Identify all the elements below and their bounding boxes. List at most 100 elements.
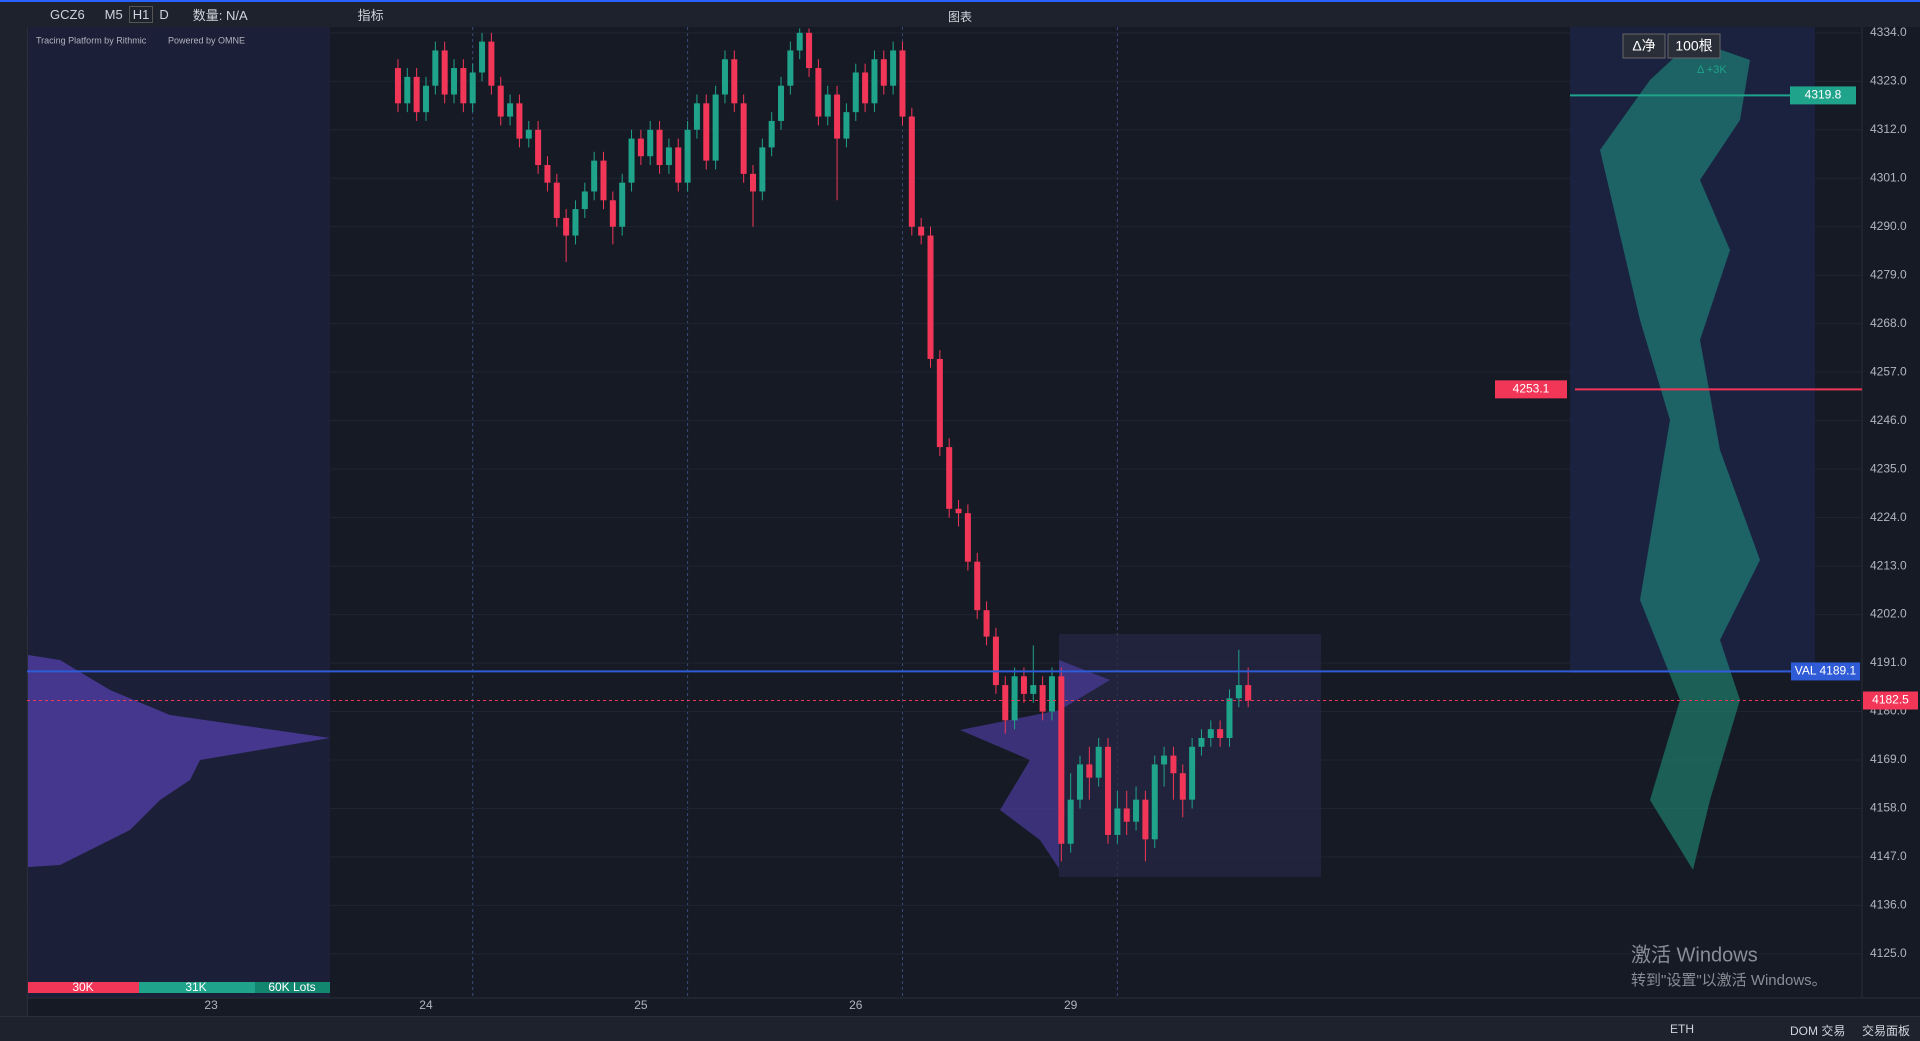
y-tick-label: 4323.0 bbox=[1870, 73, 1907, 87]
candle-body bbox=[796, 32, 803, 51]
session[interactable]: ETH bbox=[1670, 1022, 1694, 1036]
candle-body bbox=[731, 59, 738, 104]
candle-body bbox=[1048, 676, 1055, 712]
candle-body bbox=[637, 138, 644, 157]
candle-body bbox=[469, 72, 476, 104]
candle-body bbox=[740, 103, 747, 174]
candle-body bbox=[656, 129, 663, 166]
candle-body bbox=[479, 41, 486, 73]
candle-body bbox=[843, 112, 850, 139]
candle-body bbox=[404, 76, 411, 104]
candle-body bbox=[572, 209, 579, 236]
candle-body bbox=[1142, 799, 1149, 840]
delta-total: Δ +3K bbox=[1697, 64, 1727, 76]
candle-body bbox=[441, 50, 448, 95]
candle-body bbox=[871, 59, 878, 104]
y-tick-label: 4257.0 bbox=[1870, 364, 1907, 378]
y-tick-label: 4202.0 bbox=[1870, 607, 1907, 621]
candle-body bbox=[675, 147, 682, 183]
x-tick-label: 24 bbox=[419, 998, 433, 1012]
candle-body bbox=[1076, 764, 1083, 800]
delta-mode-button[interactable] bbox=[1622, 33, 1666, 59]
candle-body bbox=[516, 103, 523, 139]
y-tick-label: 4125.0 bbox=[1870, 946, 1907, 960]
interval[interactable]: H1 bbox=[128, 6, 154, 23]
y-tick-label: 4224.0 bbox=[1870, 510, 1907, 524]
interval[interactable]: D bbox=[159, 7, 169, 22]
candle-body bbox=[600, 160, 607, 201]
candle-body bbox=[1198, 737, 1205, 747]
x-tick-label: 23 bbox=[204, 998, 218, 1012]
candle-body bbox=[1226, 698, 1233, 738]
candle-body bbox=[1105, 746, 1112, 835]
candle-body bbox=[553, 182, 560, 218]
y-tick-label: 4213.0 bbox=[1870, 558, 1907, 572]
candle-body bbox=[563, 217, 570, 236]
candle-body bbox=[1039, 685, 1046, 712]
candle-body bbox=[815, 68, 822, 117]
candle-body bbox=[665, 147, 672, 166]
indicators[interactable]: 指标 bbox=[357, 8, 384, 23]
candle-body bbox=[591, 160, 598, 192]
candle-body bbox=[983, 610, 990, 637]
panel-button[interactable]: 交易面板 bbox=[1862, 1024, 1911, 1038]
legend-label: 31K bbox=[185, 980, 206, 994]
candle-body bbox=[619, 182, 626, 227]
candle-body bbox=[703, 103, 710, 161]
candle-body bbox=[806, 32, 813, 69]
candle-body bbox=[918, 226, 925, 236]
candle-body bbox=[1095, 746, 1102, 778]
candle-body bbox=[1086, 764, 1093, 778]
credit: Powered by OMNE bbox=[168, 35, 245, 45]
legend-swatch bbox=[28, 982, 139, 993]
candle-body bbox=[1011, 676, 1018, 721]
legend-label: 60K Lots bbox=[268, 980, 315, 994]
candle-body bbox=[525, 129, 532, 139]
price-label: 4253.1 bbox=[1513, 382, 1550, 396]
candle-body bbox=[1123, 808, 1130, 822]
y-tick-label: 4290.0 bbox=[1870, 219, 1907, 233]
quantity[interactable]: 数量: N/A bbox=[192, 8, 248, 23]
interval[interactable]: M5 bbox=[104, 7, 123, 22]
candle-body bbox=[413, 76, 420, 113]
candle-body bbox=[609, 200, 616, 227]
candle-body bbox=[749, 173, 756, 192]
status-bar: ETH DOM 交易 交易面板 bbox=[0, 1016, 1920, 1041]
bars-button[interactable] bbox=[1667, 33, 1721, 59]
candle-body bbox=[890, 50, 897, 86]
watermark-text: 转到"设置"以激活 Windows。 bbox=[1631, 972, 1827, 989]
dom-button[interactable]: DOM 交易 bbox=[1790, 1024, 1846, 1038]
candle-body bbox=[1133, 799, 1140, 822]
bars[interactable]: 100根 bbox=[1675, 38, 1712, 54]
y-tick-label: 4279.0 bbox=[1870, 267, 1907, 281]
symbol[interactable]: GCZ6 bbox=[50, 7, 85, 22]
y-tick-label: 4268.0 bbox=[1870, 316, 1907, 330]
candle-body bbox=[1235, 685, 1242, 699]
y-tick-label: 4334.0 bbox=[1870, 25, 1907, 39]
candle-body bbox=[628, 138, 635, 183]
candle-body bbox=[721, 59, 728, 95]
y-tick-label: 4169.0 bbox=[1870, 752, 1907, 766]
price-label: VAL 4189.1 bbox=[1795, 664, 1857, 678]
y-tick-label: 4147.0 bbox=[1870, 849, 1907, 863]
x-tick-label: 29 bbox=[1064, 998, 1078, 1012]
chart: Tracing Platform by Rithmic Powered by O… bbox=[27, 25, 1920, 1012]
candle-body bbox=[535, 129, 542, 166]
y-tick-label: 4191.0 bbox=[1870, 655, 1907, 669]
window-title: 图表 bbox=[947, 10, 972, 24]
delta-profile bbox=[1600, 40, 1760, 870]
candle-body bbox=[1030, 685, 1037, 694]
price-label-box bbox=[1863, 691, 1918, 710]
toolbar: GCZ6 M5 H1 D 数量: N/A 指标 图表 bbox=[0, 0, 1920, 27]
candle-body bbox=[488, 41, 495, 86]
candle-body bbox=[497, 85, 504, 117]
price-label-box bbox=[1791, 662, 1860, 681]
delta-mode[interactable]: Δ净 bbox=[1632, 38, 1655, 54]
y-tick-label: 4312.0 bbox=[1870, 122, 1907, 136]
drawing-tools bbox=[0, 27, 28, 1016]
candle-body bbox=[712, 94, 719, 161]
candle-body bbox=[581, 191, 588, 210]
price-label: 4182.5 bbox=[1872, 693, 1909, 707]
y-tick-label: 4235.0 bbox=[1870, 461, 1907, 475]
legend-swatch bbox=[255, 982, 330, 993]
